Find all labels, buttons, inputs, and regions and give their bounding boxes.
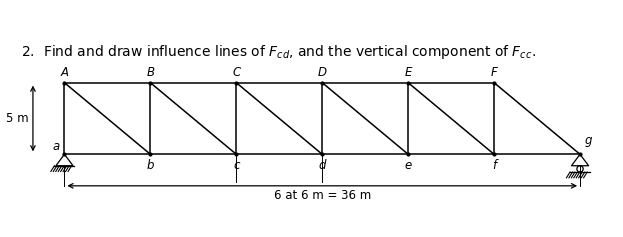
Text: e: e [404,159,412,172]
Text: D: D [318,66,326,79]
Text: b: b [146,159,154,172]
Text: A: A [60,66,69,79]
Text: a: a [53,140,60,153]
Text: 5 m: 5 m [6,112,29,125]
Text: B: B [146,66,155,79]
Text: g: g [584,134,592,147]
Text: c: c [233,159,240,172]
Text: 6 at 6 m = 36 m: 6 at 6 m = 36 m [273,189,371,202]
Text: F: F [491,66,498,79]
Text: d: d [318,159,326,172]
Text: E: E [404,66,412,79]
Text: C: C [232,66,240,79]
Text: f: f [492,159,496,172]
Text: 2.  Find and draw influence lines of $F_{cd}$, and the vertical component of $F_: 2. Find and draw influence lines of $F_{… [21,43,536,61]
